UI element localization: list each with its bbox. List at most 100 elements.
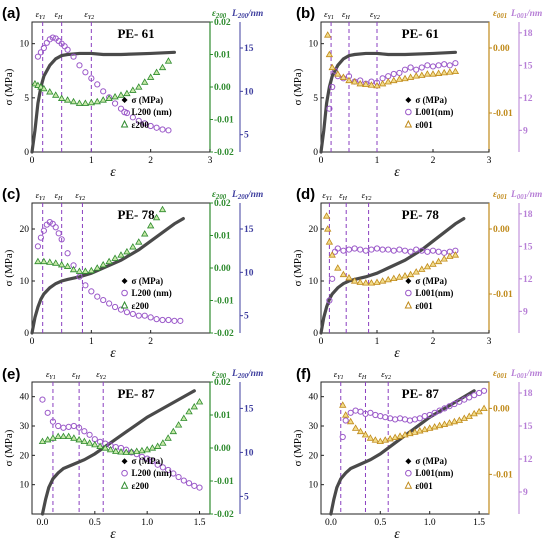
l-point — [135, 117, 142, 124]
strain-point — [40, 84, 48, 92]
strain-point — [75, 267, 84, 274]
l-point — [385, 246, 392, 253]
strain-point — [361, 430, 370, 438]
l-point — [44, 409, 51, 416]
x-tick-label: 0 — [319, 156, 324, 166]
l-point — [329, 275, 336, 282]
legend-entry: ε200 — [132, 301, 150, 311]
strain-point — [99, 96, 107, 103]
r2-tick-label: 5 — [244, 131, 249, 141]
legend-l-marker — [405, 469, 412, 477]
r2-tick-label: 12 — [523, 94, 533, 104]
r2-tick-label: 10 — [244, 268, 254, 278]
strain-point — [106, 445, 115, 453]
x-tick-label: 2 — [431, 337, 436, 347]
strain-point — [127, 448, 136, 455]
l-point — [411, 416, 418, 423]
l-point — [329, 83, 336, 91]
x-tick-label: 1 — [89, 337, 94, 347]
r1-tick-label: -0.02 — [214, 329, 234, 339]
l-point — [141, 120, 148, 127]
strain-point — [350, 77, 359, 85]
l-point — [418, 64, 425, 71]
r2-tick-label: 15 — [244, 404, 254, 414]
legend-strain-marker — [404, 481, 413, 489]
l-point — [382, 414, 389, 421]
strain-point — [75, 435, 83, 443]
strain-point — [169, 427, 178, 435]
l-point — [70, 53, 77, 60]
l-point — [82, 69, 89, 76]
l-point — [154, 461, 161, 468]
strain-point — [421, 425, 429, 433]
right-axis-2-unit: /nm — [526, 9, 542, 19]
l-point — [76, 62, 83, 69]
strain-point — [334, 264, 342, 271]
panel-title: PE- 61 — [402, 26, 439, 41]
strain-point — [91, 440, 99, 448]
l-point — [159, 316, 166, 324]
y-tick-label: 0 — [24, 148, 29, 158]
legend-l-marker — [121, 108, 128, 116]
l-point — [165, 466, 172, 474]
l-point — [100, 88, 107, 95]
l-point — [326, 297, 333, 304]
l-point — [407, 64, 414, 71]
strain-point — [445, 419, 454, 426]
strain-point — [93, 97, 101, 105]
y-tick-label: 30 — [309, 422, 319, 432]
legend: σ (MPa) L200 (nm) ε200 — [120, 276, 172, 311]
strain-point — [339, 73, 348, 80]
y-tick-label: 40 — [20, 393, 30, 403]
l-point — [86, 431, 93, 438]
legend-entry: L001(nm) — [415, 288, 453, 298]
strain-point — [99, 260, 107, 268]
panel-letter: (e) — [2, 366, 20, 383]
strain-point — [59, 432, 68, 440]
y-tick-label: 40 — [309, 393, 319, 403]
strain-point — [34, 257, 42, 265]
strain-point — [146, 221, 155, 229]
strain-point — [63, 262, 72, 269]
l-point — [421, 413, 428, 420]
strain-point — [356, 79, 364, 87]
r1-tick-label: -0.01 — [214, 116, 234, 126]
panel-letter: (d) — [296, 186, 315, 203]
r2-tick-label: 5 — [244, 492, 249, 502]
l-point — [385, 73, 392, 80]
l-point — [342, 417, 349, 424]
strain-point — [475, 407, 483, 415]
strain-point — [451, 67, 460, 74]
strain-point — [334, 70, 342, 77]
l-point — [34, 53, 42, 60]
y-tick-label: 5 — [313, 94, 318, 104]
strain-point — [434, 69, 443, 76]
l-point — [451, 400, 458, 408]
x-tick-label: 1.5 — [194, 518, 206, 528]
l-point — [88, 288, 95, 295]
r1-tick-label: 0.00 — [493, 225, 510, 235]
right-axis-1-label: ε200 — [212, 190, 227, 201]
l-point — [390, 247, 397, 254]
strain-point — [141, 78, 149, 85]
l-point — [65, 423, 72, 430]
strain-point — [412, 268, 420, 275]
l-point — [431, 409, 438, 416]
l-point — [64, 250, 71, 257]
event-label: εH — [358, 369, 366, 381]
l-point — [144, 455, 151, 462]
strain-point — [164, 57, 173, 64]
strain-point — [105, 94, 113, 101]
strain-point — [195, 397, 204, 405]
l-point — [60, 424, 67, 431]
x-tick-label: 3 — [487, 337, 492, 347]
strain-point — [426, 424, 434, 431]
legend-stress-marker — [405, 97, 412, 103]
y-tick-label: 10 — [309, 481, 319, 491]
l-point — [106, 300, 113, 307]
l-point — [396, 415, 404, 422]
stress-curve — [319, 50, 457, 154]
right-axis-1-label: ε001 — [493, 369, 507, 380]
